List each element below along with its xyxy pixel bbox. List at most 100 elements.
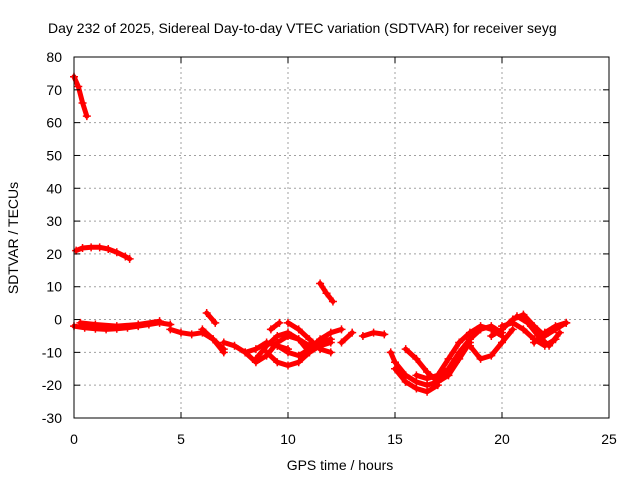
x-tick-label: 0 [70, 431, 78, 447]
data-point [326, 338, 335, 347]
data-point [412, 384, 421, 393]
data-point [91, 320, 100, 329]
data-point [305, 335, 314, 344]
data-point [476, 325, 485, 334]
chart-title: Day 232 of 2025, Sidereal Day-to-day VTE… [48, 20, 557, 36]
y-tick-label: 40 [46, 180, 62, 196]
x-tick-label: 20 [494, 431, 510, 447]
x-tick-label: 5 [177, 431, 185, 447]
series-arc-10 [253, 330, 312, 362]
y-tick-label: -20 [42, 377, 62, 393]
y-tick-label: 60 [46, 115, 62, 131]
data-point [72, 246, 81, 255]
data-point [284, 318, 292, 327]
data-point [187, 330, 196, 339]
data-point [125, 254, 134, 263]
data-point [219, 348, 228, 357]
data-point [358, 331, 367, 340]
data-point [551, 322, 560, 331]
data-point [177, 328, 185, 337]
data-point [198, 325, 207, 334]
data-point [251, 354, 260, 363]
data-point [251, 345, 260, 354]
data-point [555, 328, 564, 337]
y-tick-label: 50 [46, 147, 62, 163]
data-point [540, 328, 549, 337]
data-point [412, 371, 421, 380]
data-point [262, 348, 271, 357]
data-point [380, 330, 389, 339]
data-point [423, 374, 432, 383]
series-arc-16 [339, 330, 355, 345]
data-point [487, 322, 496, 331]
x-tick-label: 10 [280, 431, 296, 447]
data-point [294, 335, 303, 344]
data-point [78, 98, 87, 107]
data-point [273, 341, 282, 350]
y-axis-title: SDTVAR / TECUs [5, 182, 21, 294]
data-point [444, 364, 453, 373]
data-point [211, 318, 220, 327]
data-point [166, 325, 175, 334]
data-point [476, 354, 485, 363]
data-point [337, 325, 346, 334]
y-tick-label: 10 [46, 279, 62, 295]
y-axis-ticks: -30 -20 -10 0 10 20 30 40 50 60 70 80 [42, 49, 609, 426]
series-arc-7 [204, 310, 218, 326]
data-point [134, 320, 143, 329]
data-point [386, 348, 395, 357]
data-point [273, 358, 282, 367]
data-point [112, 322, 121, 331]
y-tick-label: -10 [42, 344, 62, 360]
data-point [294, 351, 303, 360]
data-point [273, 331, 282, 340]
series-arc-13 [268, 320, 282, 332]
data-point [284, 361, 292, 370]
series-arc-1 [71, 74, 90, 119]
data-point [487, 331, 496, 340]
data-point [523, 318, 532, 327]
data-point [337, 338, 346, 347]
data-point [104, 244, 113, 253]
data-point [95, 243, 104, 252]
data-point [348, 328, 357, 337]
data-point [487, 351, 496, 360]
x-axis-title: GPS time / hours [287, 457, 394, 473]
data-point [202, 308, 211, 317]
data-point [465, 341, 474, 350]
data-point [76, 318, 85, 327]
data-point [545, 341, 554, 350]
x-tick-label: 25 [601, 431, 617, 447]
y-tick-label: 20 [46, 246, 62, 262]
data-point [512, 312, 521, 321]
data-point [121, 252, 130, 261]
data-point [284, 328, 292, 337]
data-point [455, 338, 464, 347]
data-point [322, 289, 331, 298]
plot-frame [73, 56, 610, 419]
data-point [266, 325, 275, 334]
data-point [412, 354, 421, 363]
data-point [455, 348, 464, 357]
data-point [219, 338, 228, 347]
data-point [391, 364, 399, 373]
x-axis-ticks: 0 5 10 15 20 25 [70, 57, 617, 447]
data-point [78, 244, 87, 253]
data-point [444, 354, 453, 363]
data-point [519, 325, 528, 334]
data-point [155, 317, 164, 326]
data-point [508, 318, 517, 327]
data-point [305, 345, 314, 354]
y-tick-label: 80 [46, 49, 62, 65]
data-point [316, 279, 325, 288]
data-point [530, 338, 539, 347]
x-tick-label: 15 [387, 431, 403, 447]
data-point [326, 328, 335, 337]
data-point [87, 243, 96, 252]
data-series [70, 72, 571, 396]
data-point [275, 318, 284, 327]
data-point [401, 377, 410, 386]
data-point [284, 348, 292, 357]
y-tick-label: -30 [42, 410, 62, 426]
